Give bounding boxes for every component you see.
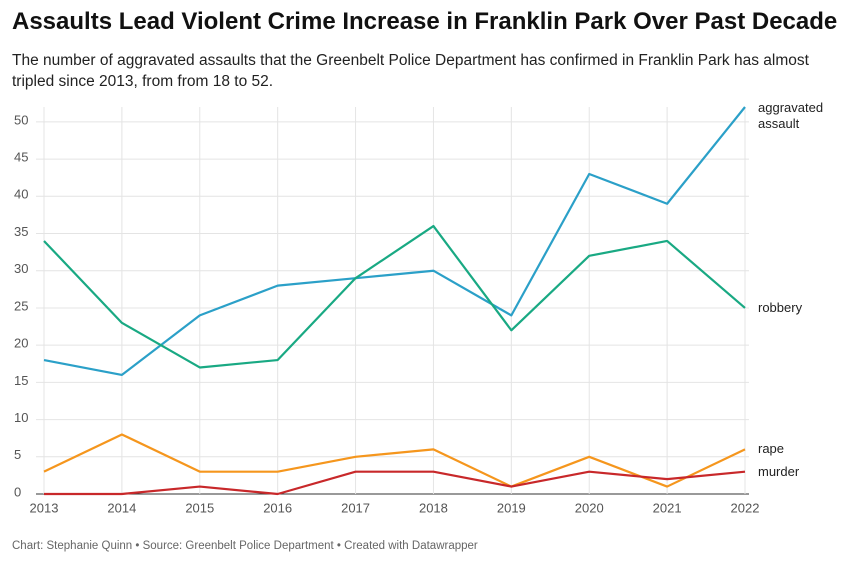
y-tick-label: 35 — [14, 224, 28, 239]
y-tick-label: 0 — [14, 484, 21, 499]
x-tick-label: 2018 — [419, 500, 448, 515]
legend-label: murder — [758, 463, 800, 479]
line — [43, 106, 746, 377]
y-tick-label: 50 — [14, 112, 28, 127]
x-tick-label: 2022 — [731, 500, 760, 515]
y-tick-label: 15 — [14, 373, 28, 388]
y-tick-label: 40 — [14, 187, 28, 202]
legend-label: robbery — [758, 299, 803, 315]
y-tick-label: 10 — [14, 410, 28, 425]
y-tick-label: 5 — [14, 447, 21, 462]
x-tick-label: 2013 — [30, 500, 59, 515]
chart-subtitle: The number of aggravated assaults that t… — [12, 52, 809, 90]
line — [44, 470, 746, 496]
x-tick-label: 2019 — [497, 500, 526, 515]
y-tick-label: 25 — [14, 298, 28, 313]
y-tick-label: 20 — [14, 336, 28, 351]
line — [43, 433, 746, 488]
x-tick-label: 2020 — [575, 500, 604, 515]
x-tick-label: 2016 — [263, 500, 292, 515]
legend-label: aggravated assault — [758, 100, 824, 131]
chart-footer: Chart: Stephanie Quinn • Source: Greenbe… — [12, 540, 478, 552]
line — [43, 224, 746, 369]
y-tick-label: 30 — [14, 261, 28, 276]
y-tick-label: 45 — [14, 150, 28, 165]
legend-label: rape — [758, 441, 785, 457]
x-tick-label: 2021 — [653, 500, 682, 515]
x-tick-label: 2015 — [185, 500, 214, 515]
x-tick-label: 2014 — [107, 500, 136, 515]
x-tick-label: 2017 — [341, 500, 370, 515]
chart-title: Assaults Lead Violent Crime Increase in … — [12, 8, 838, 35]
